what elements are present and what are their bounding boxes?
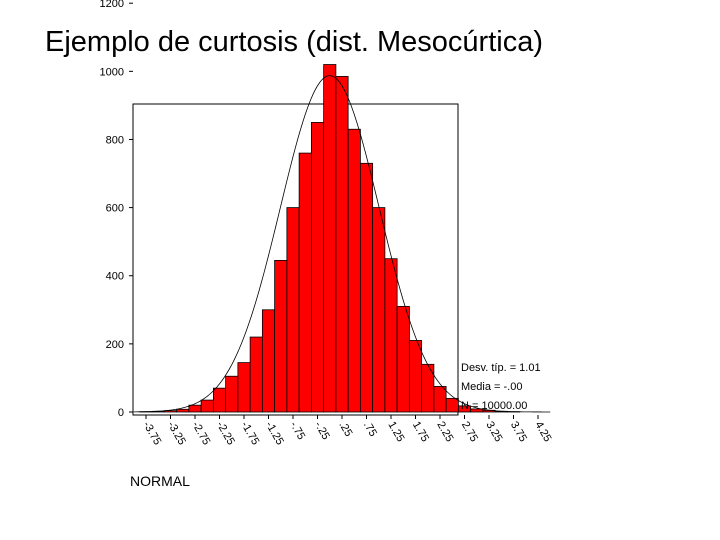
y-tick-label: 600 — [106, 203, 124, 215]
y-tick-label: 1000 — [100, 66, 124, 78]
histogram-bar — [433, 386, 447, 413]
histogram-bar — [286, 207, 300, 413]
histogram-bar — [274, 259, 288, 413]
x-tick-label: 4.25 — [532, 420, 553, 445]
x-tick-label: 1.25 — [385, 420, 406, 445]
stat-line: N = 10000.00 — [461, 400, 527, 412]
x-tick-label: -2.75 — [189, 420, 212, 448]
y-tick-label: 200 — [106, 339, 124, 351]
slide-title: Ejemplo de curtosis (dist. Mesocúrtica) — [45, 26, 543, 58]
histogram-bar — [335, 76, 349, 413]
histogram-bar — [188, 404, 202, 413]
histogram-bar — [261, 309, 276, 413]
y-tick-label: 400 — [106, 271, 124, 283]
histogram-bar — [298, 152, 312, 413]
x-tick-label: 3.25 — [483, 420, 504, 445]
y-tick-label: 1200 — [100, 0, 124, 10]
histogram-bar — [372, 207, 386, 413]
histogram-bar — [176, 408, 190, 413]
stat-line: Media = -.00 — [461, 381, 522, 393]
histogram-bar — [384, 258, 398, 413]
x-axis-label: NORMAL — [130, 473, 190, 489]
y-tick-label: 800 — [106, 134, 124, 146]
histogram-bar — [347, 128, 361, 413]
x-tick-label: -.75 — [287, 420, 307, 442]
x-tick-label: 3.75 — [508, 420, 529, 445]
x-tick-label: 2.75 — [459, 420, 480, 445]
x-tick-label: -1.25 — [263, 420, 286, 448]
histogram-bar — [249, 336, 263, 413]
histogram-bar — [225, 375, 239, 413]
normal-curve — [133, 75, 551, 413]
y-tick-label: 0 — [118, 407, 124, 419]
x-tick-label: -3.75 — [140, 420, 163, 448]
histogram-bar — [396, 305, 410, 413]
x-tick-label: .25 — [336, 420, 354, 439]
plot-frame — [132, 103, 459, 416]
x-tick-label: -2.25 — [214, 420, 237, 448]
histogram-bar — [212, 387, 227, 413]
histogram-bar — [445, 397, 459, 413]
x-tick-label: -.25 — [312, 420, 332, 442]
histogram-bar — [200, 399, 214, 413]
stat-line: Desv. típ. = 1.01 — [461, 362, 541, 374]
x-tick-label: 2.25 — [434, 420, 455, 445]
histogram-bar — [408, 340, 423, 413]
histogram-bar — [310, 122, 325, 413]
x-tick-label: .75 — [361, 420, 379, 439]
histogram-bar — [359, 162, 374, 413]
histogram-bar — [237, 362, 251, 413]
x-tick-label: -3.25 — [165, 420, 188, 448]
histogram-bar — [323, 64, 337, 413]
x-tick-label: 1.75 — [410, 420, 431, 445]
x-tick-label: -1.75 — [238, 420, 261, 448]
